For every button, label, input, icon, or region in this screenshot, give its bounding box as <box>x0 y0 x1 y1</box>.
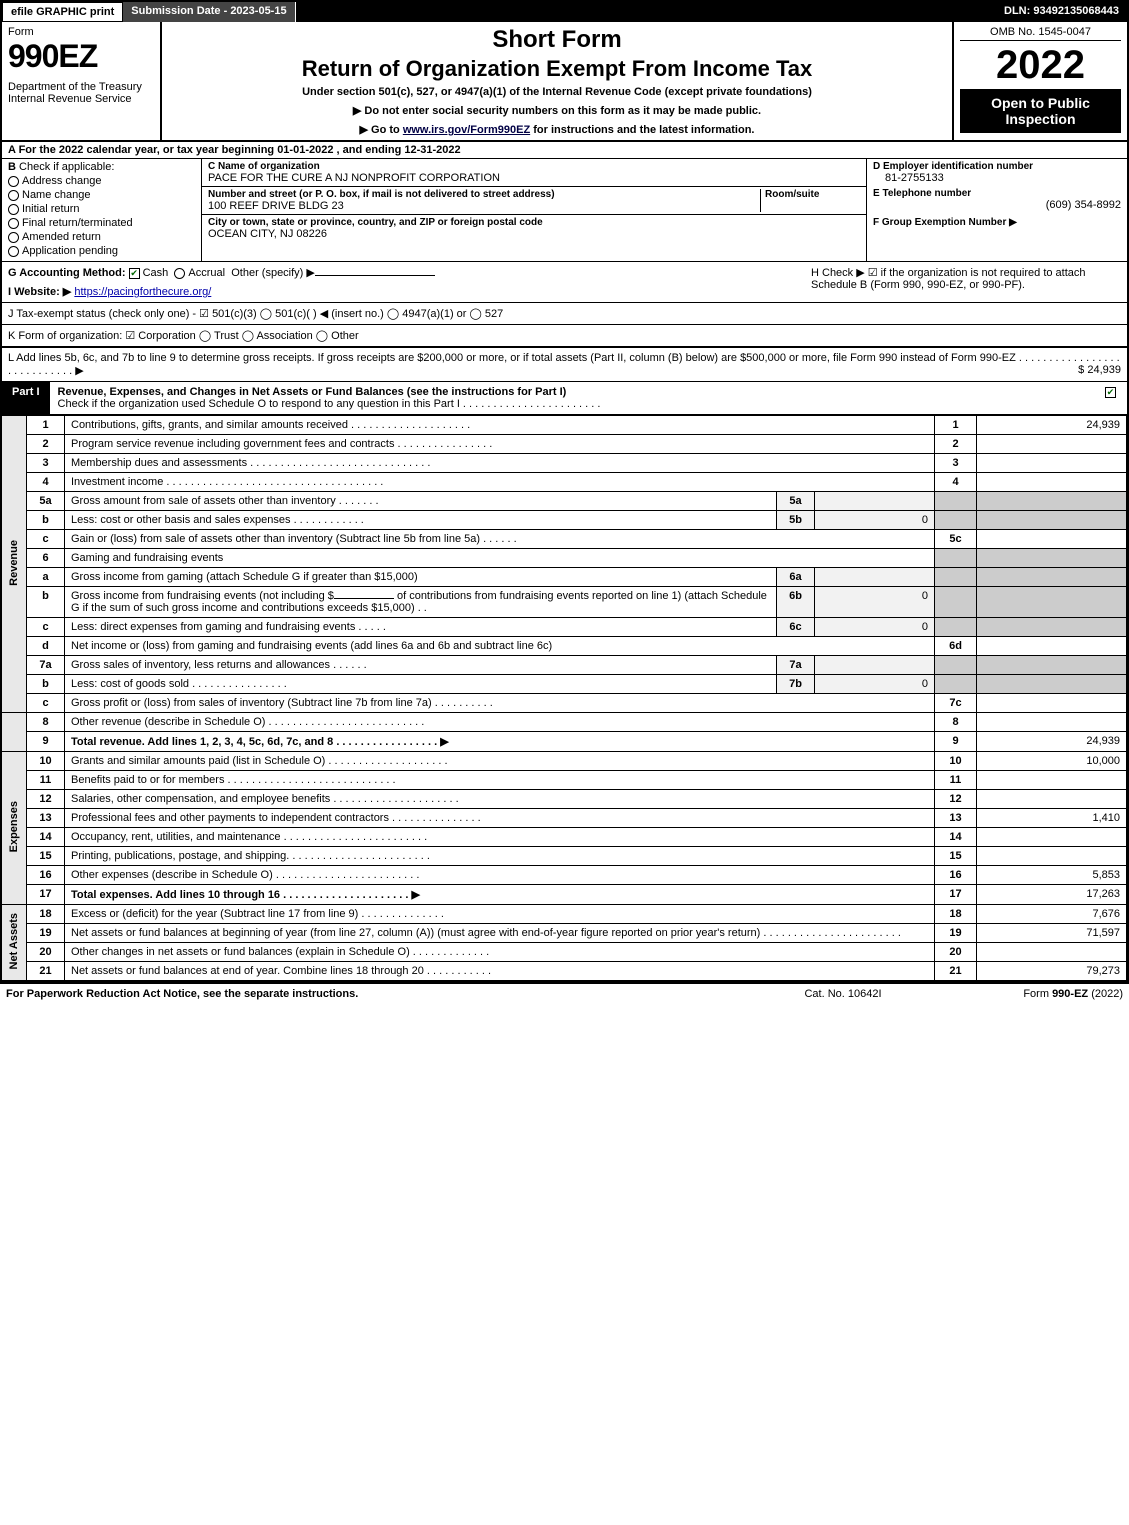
org-name: PACE FOR THE CURE A NJ NONPROFIT CORPORA… <box>208 172 860 184</box>
accrual-checkbox[interactable] <box>174 268 185 279</box>
b-label: B <box>8 161 16 173</box>
part-1-title: Revenue, Expenses, and Changes in Net As… <box>50 382 1097 414</box>
line-rn: 1 <box>935 416 977 435</box>
street: 100 REEF DRIVE BLDG 23 <box>208 200 760 212</box>
street-label: Number and street (or P. O. box, if mail… <box>208 189 760 200</box>
catalog-number: Cat. No. 10642I <box>743 988 943 1000</box>
check-application-pending[interactable]: Application pending <box>8 245 195 257</box>
goto-pre: ▶ Go to <box>360 124 403 136</box>
ein: 81-2755133 <box>873 172 1121 184</box>
website-link[interactable]: https://pacingforthecure.org/ <box>74 286 211 298</box>
b-subtitle: Check if applicable: <box>19 161 114 173</box>
column-def: D Employer identification number 81-2755… <box>867 159 1127 261</box>
header-right: OMB No. 1545-0047 2022 Open to Public In… <box>952 22 1127 140</box>
revenue-sidelabel: Revenue <box>2 416 27 713</box>
row-l-gross-receipts: L Add lines 5b, 6c, and 7b to line 9 to … <box>2 348 1127 382</box>
top-bar: efile GRAPHIC print Submission Date - 20… <box>2 2 1127 22</box>
column-b: B Check if applicable: Address change Na… <box>2 159 202 261</box>
submission-date: Submission Date - 2023-05-15 <box>123 2 295 22</box>
form-990ez: efile GRAPHIC print Submission Date - 20… <box>0 0 1129 983</box>
form-word: Form <box>8 26 154 38</box>
part-1-checkbox[interactable] <box>1097 382 1127 414</box>
website-row: I Website: ▶ https://pacingforthecure.or… <box>8 285 811 298</box>
netassets-sidelabel: Net Assets <box>2 905 27 981</box>
website-label: I Website: ▶ <box>8 286 71 298</box>
block-b-to-f: B Check if applicable: Address change Na… <box>2 159 1127 262</box>
form-header: Form 990EZ Department of the Treasury In… <box>2 22 1127 142</box>
goto-note: ▶ Go to www.irs.gov/Form990EZ for instru… <box>168 123 946 136</box>
group-exemption-label: F Group Exemption Number ▶ <box>873 217 1121 228</box>
expenses-sidelabel: Expenses <box>2 752 27 905</box>
ein-label: D Employer identification number <box>873 161 1121 172</box>
page-footer: For Paperwork Reduction Act Notice, see … <box>0 983 1129 1004</box>
omb-number: OMB No. 1545-0047 <box>960 26 1121 41</box>
check-initial-return[interactable]: Initial return <box>8 203 195 215</box>
short-form-title: Short Form <box>168 26 946 54</box>
check-name-change[interactable]: Name change <box>8 189 195 201</box>
dln: DLN: 93492135068443 <box>996 2 1127 22</box>
check-address-change[interactable]: Address change <box>8 175 195 187</box>
department: Department of the Treasury Internal Reve… <box>8 81 154 105</box>
phone-label: E Telephone number <box>873 188 1121 199</box>
paperwork-notice: For Paperwork Reduction Act Notice, see … <box>6 988 743 1000</box>
efile-print-button[interactable]: efile GRAPHIC print <box>2 2 123 22</box>
g-label: G Accounting Method: <box>8 267 126 279</box>
l-text: L Add lines 5b, 6c, and 7b to line 9 to … <box>8 352 1120 377</box>
ssn-note: ▶ Do not enter social security numbers o… <box>168 104 946 117</box>
city-label: City or town, state or province, country… <box>208 217 860 228</box>
row-g-i-h: G Accounting Method: Cash Accrual Other … <box>2 262 1127 303</box>
part-1-tab: Part I <box>2 382 50 414</box>
part-1-header: Part I Revenue, Expenses, and Changes in… <box>2 382 1127 415</box>
goto-post: for instructions and the latest informat… <box>530 124 754 136</box>
header-center: Short Form Return of Organization Exempt… <box>162 22 952 140</box>
line-amount: 24,939 <box>977 416 1127 435</box>
open-public-inspection: Open to Public Inspection <box>960 89 1121 133</box>
city-row: City or town, state or province, country… <box>202 215 866 242</box>
part-1-checknote: Check if the organization used Schedule … <box>58 398 601 410</box>
room-label: Room/suite <box>765 189 860 200</box>
form-number: 990EZ <box>8 38 154 75</box>
contrib-input[interactable] <box>334 598 394 599</box>
check-amended-return[interactable]: Amended return <box>8 231 195 243</box>
section-a: A For the 2022 calendar year, or tax yea… <box>2 142 1127 159</box>
header-left: Form 990EZ Department of the Treasury In… <box>2 22 162 140</box>
org-name-row: C Name of organization PACE FOR THE CURE… <box>202 159 866 187</box>
check-final-return[interactable]: Final return/terminated <box>8 217 195 229</box>
irs-link[interactable]: www.irs.gov/Form990EZ <box>403 124 530 136</box>
h-schedule-b: H Check ▶ ☑ if the organization is not r… <box>811 266 1121 298</box>
part-1-table: Revenue 1 Contributions, gifts, grants, … <box>2 415 1127 981</box>
org-name-label: C Name of organization <box>208 161 860 172</box>
tax-year: 2022 <box>960 41 1121 89</box>
accounting-method: G Accounting Method: Cash Accrual Other … <box>8 266 811 279</box>
city: OCEAN CITY, NJ 08226 <box>208 228 860 240</box>
other-input[interactable] <box>315 275 435 276</box>
column-c: C Name of organization PACE FOR THE CURE… <box>202 159 867 261</box>
main-title: Return of Organization Exempt From Incom… <box>168 56 946 82</box>
line-desc: Contributions, gifts, grants, and simila… <box>65 416 935 435</box>
subtitle: Under section 501(c), 527, or 4947(a)(1)… <box>168 86 946 98</box>
row-j-exempt-status: J Tax-exempt status (check only one) - ☑… <box>2 303 1127 325</box>
cash-checkbox[interactable] <box>129 268 140 279</box>
phone: (609) 354-8992 <box>873 199 1121 211</box>
line-no: 1 <box>27 416 65 435</box>
street-row: Number and street (or P. O. box, if mail… <box>202 187 866 215</box>
l-amount: $ 24,939 <box>1078 364 1121 376</box>
row-k-org-form: K Form of organization: ☑ Corporation ◯ … <box>2 325 1127 348</box>
form-version: Form 990-EZ (2022) <box>943 988 1123 1000</box>
